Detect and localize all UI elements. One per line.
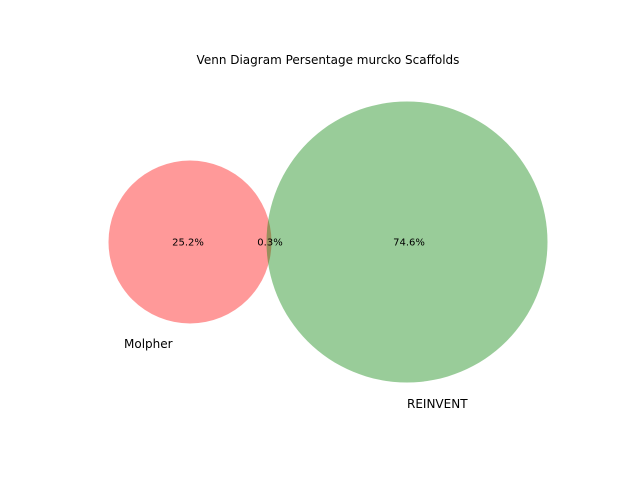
overlap-percentage: 0.3%	[257, 238, 282, 249]
molpher-only-percentage: 25.2%	[172, 238, 204, 249]
molpher-circle	[108, 160, 272, 324]
reinvent-only-percentage: 74.6%	[393, 238, 425, 249]
molpher-set-label: Molpher	[124, 337, 173, 351]
reinvent-circle	[266, 101, 548, 383]
reinvent-set-label: REINVENT	[407, 397, 468, 411]
diagram-title: Venn Diagram Persentage murcko Scaffolds	[197, 53, 460, 67]
